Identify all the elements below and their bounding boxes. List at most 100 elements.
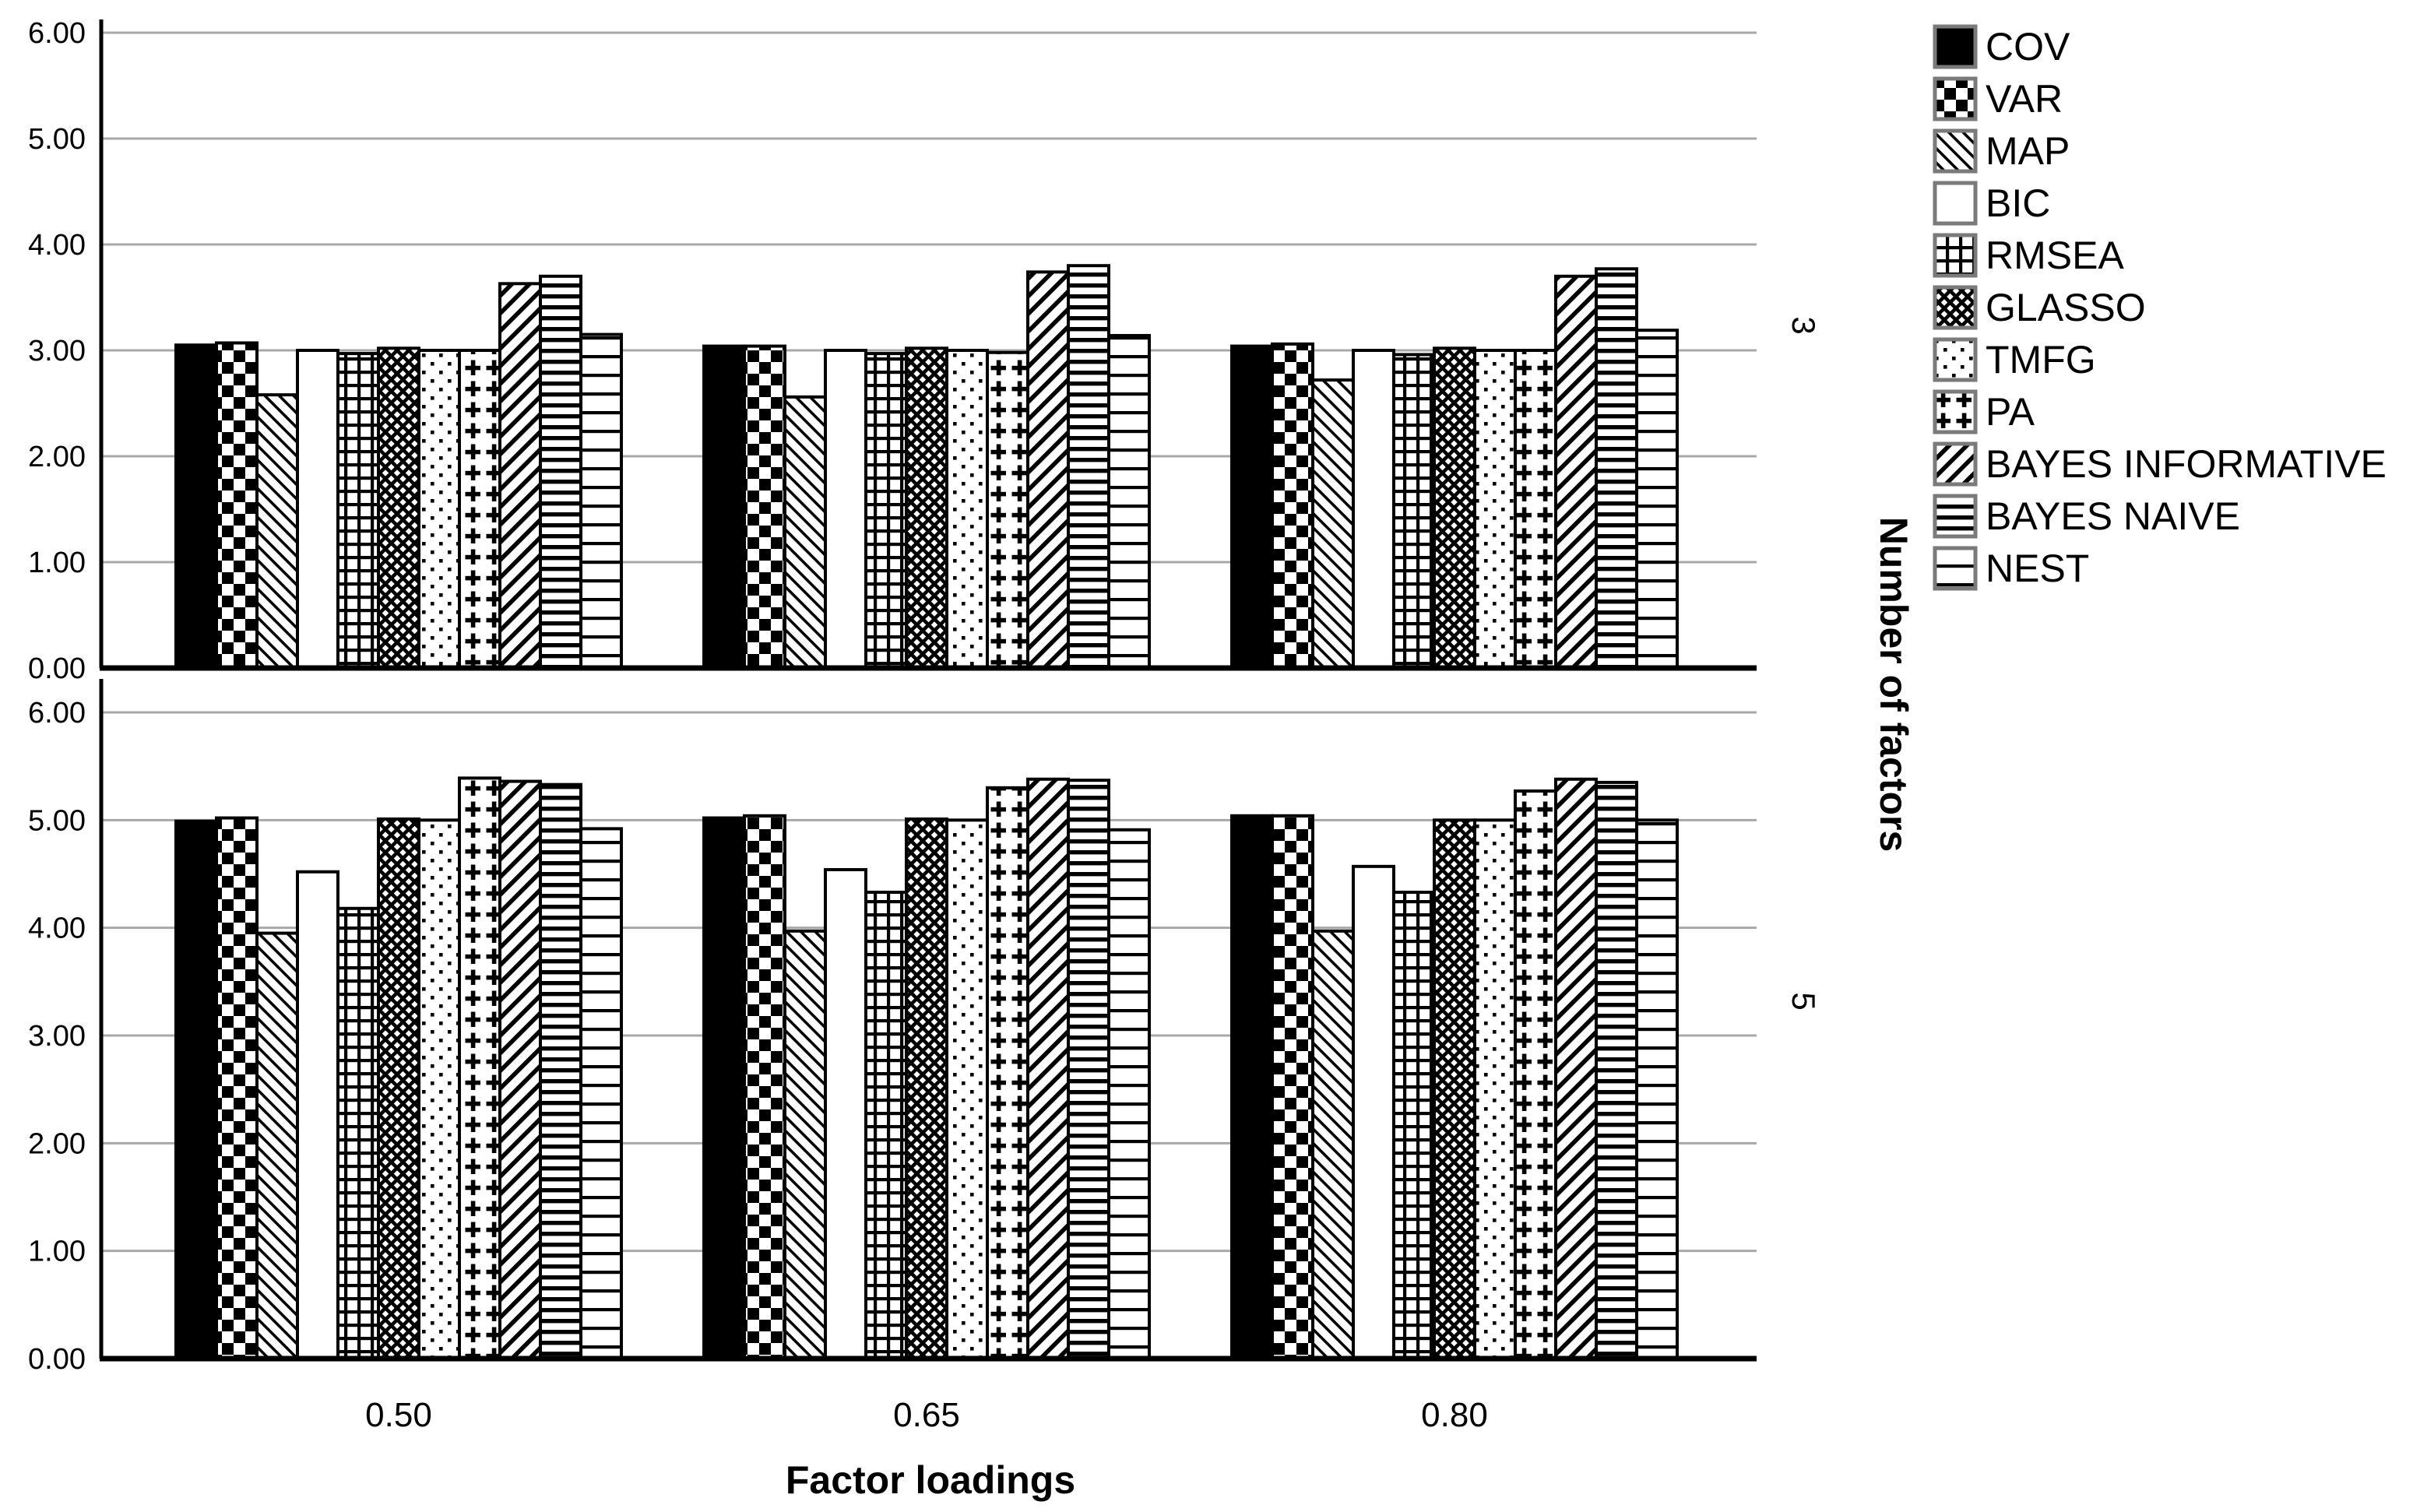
bar xyxy=(1595,267,1638,670)
bar xyxy=(255,931,299,1361)
y-tick-label: 5.00 xyxy=(28,123,86,156)
legend-label: GLASSO xyxy=(1986,285,2146,329)
bar xyxy=(1230,814,1274,1361)
y-tick-label: 2.00 xyxy=(28,441,86,473)
bar xyxy=(1392,353,1436,670)
var-swatch-icon xyxy=(1933,76,1978,121)
y-tick-label: 4.00 xyxy=(28,229,86,262)
x-axis-title: Factor loadings xyxy=(785,1458,1076,1502)
legend-label: TMFG xyxy=(1986,337,2096,382)
legend-label: COV xyxy=(1986,24,2070,69)
bar xyxy=(1311,929,1355,1360)
map-swatch-icon xyxy=(1933,128,1978,173)
bar xyxy=(1271,342,1314,670)
bar xyxy=(743,814,786,1361)
bar xyxy=(296,870,339,1360)
legend-label: VAR xyxy=(1986,76,2063,121)
legend-item-bayesinf: BAYES INFORMATIVE xyxy=(1933,438,2387,490)
bar xyxy=(458,776,501,1360)
panel-label: 5 xyxy=(1785,992,1822,1010)
bar xyxy=(986,786,1029,1360)
legend-item-tmfg: TMFG xyxy=(1933,333,2387,385)
bar xyxy=(783,395,827,670)
bar xyxy=(336,906,380,1361)
bar xyxy=(1595,780,1638,1360)
legend-item-var: VAR xyxy=(1933,72,2387,125)
bar xyxy=(296,349,339,670)
y-tick-label: 2.00 xyxy=(28,1127,86,1160)
bar xyxy=(986,350,1029,670)
bar xyxy=(1392,891,1436,1361)
bar xyxy=(579,827,623,1360)
legend: COV VAR MAP BIC RMSEA GLASSO TMFG PA BAYES INFOR… xyxy=(1933,20,2387,594)
bar xyxy=(1107,333,1151,670)
bar xyxy=(1635,818,1679,1361)
bar xyxy=(539,274,582,670)
nest-swatch-icon xyxy=(1933,546,1978,590)
bar xyxy=(579,332,623,670)
legend-label: BAYES NAIVE xyxy=(1986,494,2240,538)
y-tick-label: 1.00 xyxy=(28,547,86,579)
bayesinf-swatch-icon xyxy=(1933,441,1978,486)
y-tick-label: 6.00 xyxy=(28,697,86,730)
legend-item-nest: NEST xyxy=(1933,542,2387,594)
bar xyxy=(1514,789,1557,1360)
bar xyxy=(905,817,948,1360)
tmfg-swatch-icon xyxy=(1933,337,1978,382)
bar xyxy=(498,282,542,670)
bar xyxy=(1230,344,1274,670)
legend-label: BAYES INFORMATIVE xyxy=(1986,441,2387,486)
bar xyxy=(743,344,786,670)
bar xyxy=(336,352,380,670)
bar xyxy=(1635,329,1679,670)
bic-swatch-icon xyxy=(1933,181,1978,225)
bar xyxy=(215,816,259,1360)
bar xyxy=(783,929,827,1360)
legend-label: RMSEA xyxy=(1986,233,2124,277)
bar xyxy=(1554,777,1598,1360)
bar xyxy=(1026,270,1070,670)
bar xyxy=(1026,777,1070,1360)
bar xyxy=(702,816,746,1360)
rmsea-swatch-icon xyxy=(1933,233,1978,277)
bar xyxy=(1473,818,1517,1361)
legend-label: PA xyxy=(1986,389,2035,434)
x-tick-label: 0.65 xyxy=(893,1396,960,1434)
y-tick-label: 3.00 xyxy=(28,335,86,367)
bar xyxy=(174,343,218,670)
y-tick-label: 5.00 xyxy=(28,804,86,837)
bar xyxy=(864,352,908,670)
y-tick-label: 1.00 xyxy=(28,1236,86,1268)
y-axis-title-right: Number of factors xyxy=(1872,516,1915,853)
legend-item-map: MAP xyxy=(1933,125,2387,177)
pa-swatch-icon xyxy=(1933,389,1978,434)
bar xyxy=(1271,814,1314,1361)
bar xyxy=(1352,864,1395,1360)
bar xyxy=(824,867,867,1360)
legend-label: BIC xyxy=(1986,181,2051,225)
bar xyxy=(1473,349,1517,670)
bar xyxy=(702,344,746,670)
x-tick-label: 0.50 xyxy=(365,1396,432,1434)
bar xyxy=(905,346,948,670)
bar xyxy=(1067,264,1110,670)
legend-item-rmsea: RMSEA xyxy=(1933,229,2387,281)
bar xyxy=(1554,274,1598,670)
bar xyxy=(498,779,542,1360)
legend-label: MAP xyxy=(1986,128,2070,173)
legend-item-cov: COV xyxy=(1933,20,2387,72)
bar xyxy=(255,393,299,670)
bar xyxy=(1352,349,1395,670)
bar xyxy=(417,349,461,670)
bar xyxy=(215,341,259,670)
bar xyxy=(377,817,420,1360)
legend-item-bic: BIC xyxy=(1933,177,2387,229)
bar xyxy=(1433,346,1476,670)
legend-item-glasso: GLASSO xyxy=(1933,281,2387,333)
y-tick-label: 6.00 xyxy=(28,17,86,50)
legend-item-pa: PA xyxy=(1933,385,2387,438)
bayesnaive-swatch-icon xyxy=(1933,494,1978,538)
bar xyxy=(539,782,582,1360)
x-tick-label: 0.80 xyxy=(1421,1396,1488,1434)
